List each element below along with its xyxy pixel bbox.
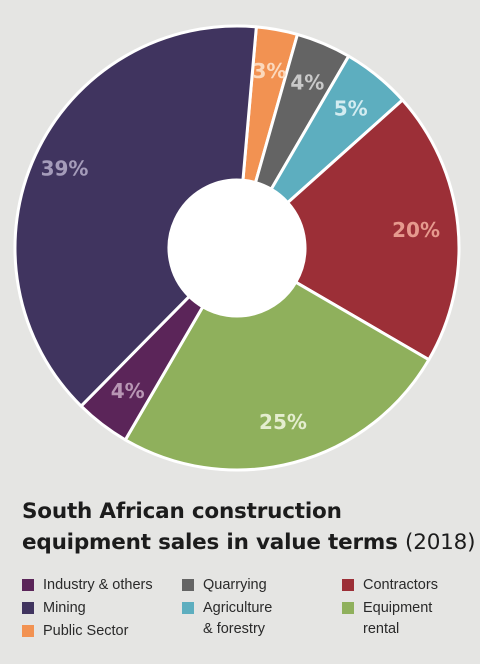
- legend-label: Public Sector: [43, 623, 129, 639]
- legend-swatch: [182, 602, 194, 614]
- legend-label: Mining: [43, 600, 86, 616]
- chart-title-line-1: South African construction: [22, 499, 342, 524]
- legend-item-industry: Industry & others: [22, 575, 153, 596]
- legend-item-mining: Mining: [22, 598, 86, 619]
- chart-title-year: (2018): [405, 530, 476, 555]
- chart-title-line-2: equipment sales in value terms (2018): [22, 530, 476, 555]
- slice-label: 4%: [290, 70, 324, 94]
- legend-label: Equipment rental: [363, 600, 433, 637]
- slice-label: 4%: [111, 379, 145, 403]
- slice-label: 20%: [392, 218, 440, 242]
- donut-slices: [13, 24, 461, 472]
- slice-labels: 3% 4%5%20%25%4%39%: [41, 59, 440, 434]
- legend-swatch: [22, 625, 34, 637]
- slice-label: 5%: [334, 97, 368, 121]
- slice-label: 39%: [41, 156, 89, 180]
- legend-swatch: [342, 602, 354, 614]
- legend-swatch: [342, 579, 354, 591]
- legend-label: Agriculture & forestry: [203, 600, 273, 637]
- legend-item-contractors: Contractors: [342, 575, 438, 596]
- legend-label: Contractors: [363, 577, 438, 593]
- slice-label: 3%: [253, 59, 287, 83]
- legend-item-public-sector: Public Sector: [22, 621, 128, 642]
- legend-item-equipment-rental: Equipment rental: [342, 598, 432, 640]
- donut-hole: [169, 180, 305, 316]
- donut-chart: 3% 4%5%20%25%4%39%: [13, 24, 461, 472]
- chart-title: South African construction equipment sal…: [22, 496, 476, 558]
- legend-swatch: [182, 579, 194, 591]
- legend-label: Industry & others: [43, 577, 153, 593]
- legend-item-agriculture: Agriculture & forestry: [182, 598, 272, 640]
- legend-label: Quarrying: [203, 577, 267, 593]
- legend-swatch: [22, 602, 34, 614]
- slice-label: 25%: [259, 410, 307, 434]
- legend-swatch: [22, 579, 34, 591]
- legend-item-quarrying: Quarrying: [182, 575, 267, 596]
